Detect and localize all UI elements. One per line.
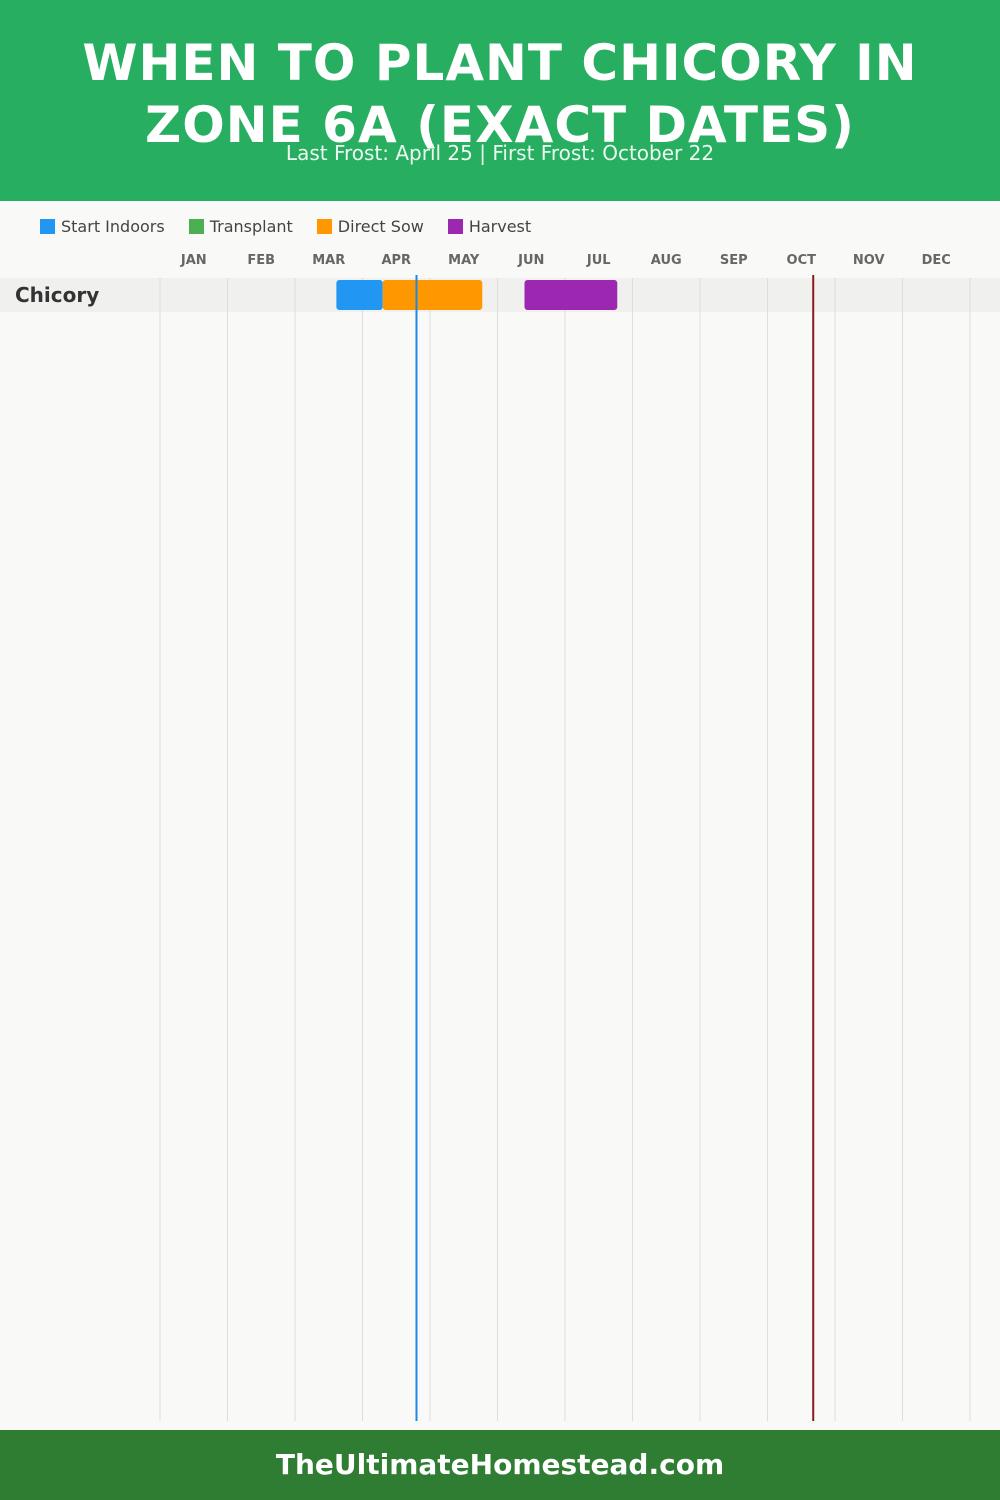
- month-label: AUG: [651, 253, 682, 268]
- legend-label: Harvest: [468, 216, 532, 236]
- header-banner: WHEN TO PLANT CHICORY IN ZONE 6A (EXACT …: [0, 0, 1000, 201]
- planting-calendar-chart: JAN FEB MAR APR MAY JUN JUL AUG SEP OCT NOV DEC Chic…: [0, 253, 1000, 1421]
- crop-name: Chicory: [15, 283, 99, 307]
- crop-row-bg: [0, 278, 1000, 312]
- month-label: MAY: [448, 253, 480, 268]
- month-label: MAR: [312, 253, 345, 268]
- month-label: SEP: [720, 253, 748, 268]
- task-bar-start-indoors: [336, 280, 383, 310]
- legend-item-transplant: Transplant: [188, 216, 293, 236]
- legend-label: Direct Sow: [337, 216, 424, 236]
- chart-legend: Start Indoors Transplant Direct Sow Harvest: [40, 214, 555, 238]
- month-label: NOV: [853, 253, 885, 268]
- month-label: JAN: [180, 253, 207, 268]
- legend-label: Start Indoors: [61, 216, 165, 236]
- footer-banner[interactable]: TheUltimateHomestead.com: [0, 1430, 1000, 1500]
- page-title: WHEN TO PLANT CHICORY IN ZONE 6A (EXACT …: [82, 34, 918, 154]
- site-link[interactable]: TheUltimateHomestead.com: [275, 1448, 725, 1481]
- month-label: JUL: [586, 253, 611, 268]
- legend-item-direct-sow: Direct Sow: [316, 216, 424, 236]
- legend-swatch: [316, 218, 332, 234]
- legend-item-harvest: Harvest: [447, 216, 532, 236]
- legend-swatch: [188, 218, 204, 234]
- frost-dates-subtitle: Last Frost: April 25 | First Frost: Octo…: [285, 141, 715, 165]
- task-bar-direct-sow: [382, 280, 483, 310]
- legend-swatch: [447, 218, 463, 234]
- legend-swatch: [40, 218, 55, 234]
- month-label: APR: [381, 253, 411, 268]
- month-label: DEC: [922, 253, 951, 268]
- legend-item-start-indoors: Start Indoors: [40, 217, 165, 236]
- legend-label: Transplant: [209, 216, 293, 236]
- month-label: FEB: [247, 253, 275, 268]
- task-bar-harvest: [524, 280, 618, 310]
- month-label: OCT: [787, 253, 817, 268]
- month-label: JUN: [517, 253, 544, 268]
